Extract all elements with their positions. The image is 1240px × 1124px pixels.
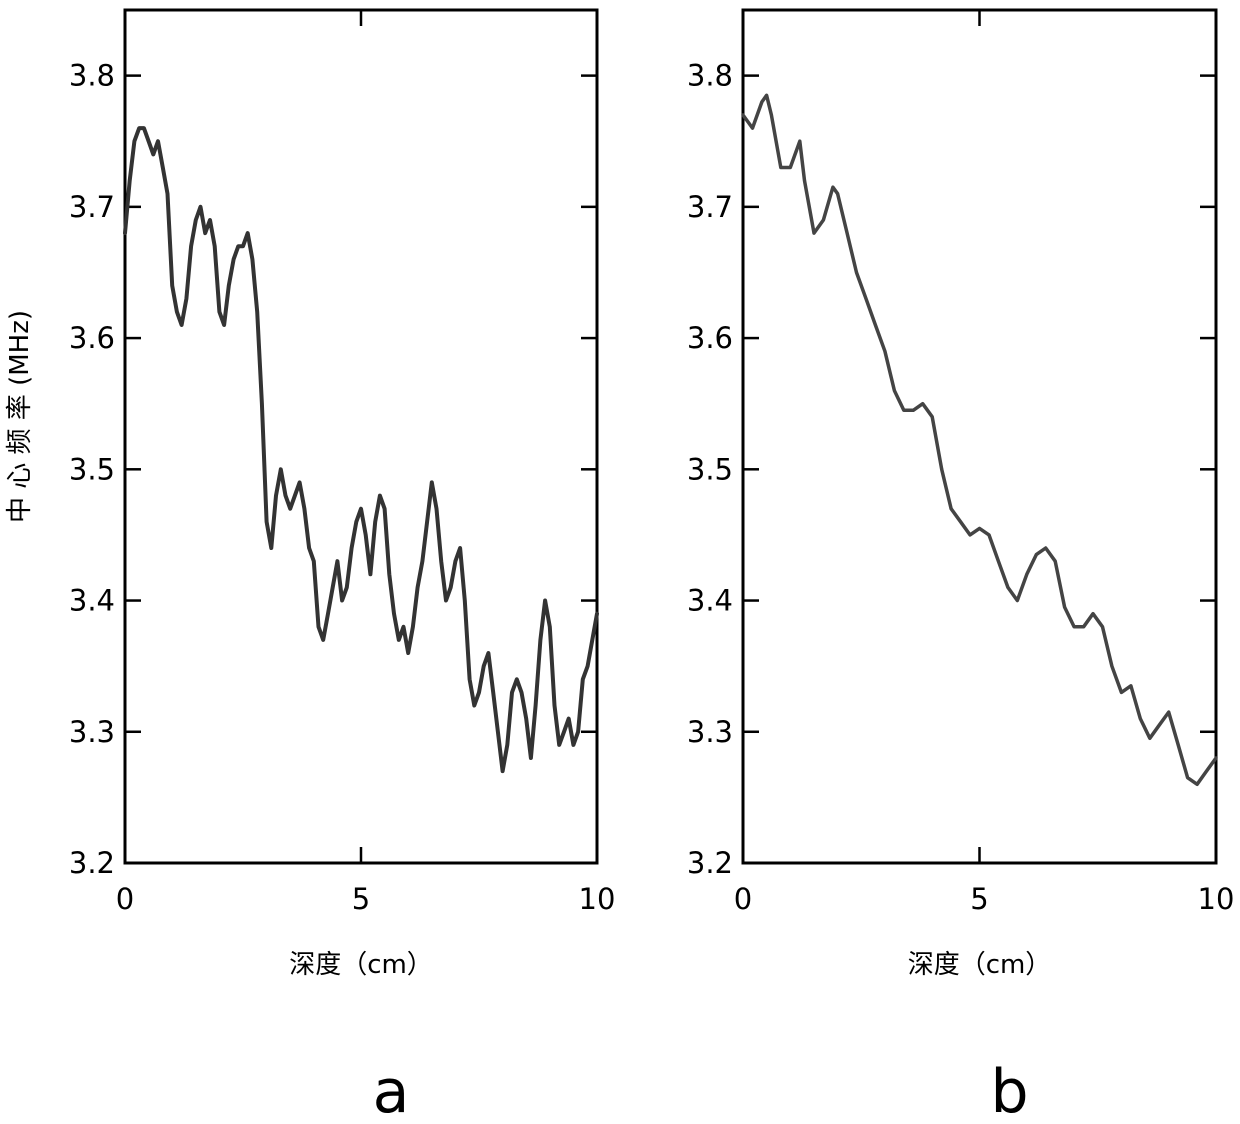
x-tick-label: 0 [116,882,134,916]
y-tick-label: 3.2 [687,846,733,880]
y-tick-label: 3.7 [687,190,733,224]
x-tick-label: 0 [734,882,752,916]
panel-label: a [373,1057,410,1124]
y-tick-label: 3.5 [69,452,115,486]
y-tick-label: 3.3 [69,715,115,749]
series-line [743,95,1216,784]
x-axis-label: 深度（cm） [908,950,1052,980]
y-tick-label: 3.5 [687,452,733,486]
y-tick-label: 3.6 [69,321,115,355]
y-tick-label: 3.3 [687,715,733,749]
plot-frame [743,10,1216,863]
chart-panel-a: 3.2 3.3 3.4 3.5 3.6 3.7 3.8 0 5 10 深度（cm） 中 心 频 率 (… [5,10,615,1124]
y-tick-label: 3.8 [69,59,115,93]
y-tick-label: 3.8 [687,59,733,93]
y-tick-label: 3.7 [69,190,115,224]
y-tick-label: 3.4 [687,584,733,618]
y-axis-label: 中 心 频 率 (MHz) [5,310,35,523]
x-tick-label: 5 [352,882,370,916]
y-tick-label: 3.4 [69,584,115,618]
chart-panel-b: 3.2 3.3 3.4 3.5 3.6 3.7 3.8 0 5 10 深度（cm） b [687,10,1235,1124]
series-line [125,128,597,771]
y-tick-label: 3.6 [687,321,733,355]
x-tick-label: 10 [1198,882,1235,916]
panel-label: b [990,1057,1028,1124]
x-axis-label: 深度（cm） [289,950,433,980]
y-tick-label: 3.2 [69,846,115,880]
x-tick-label: 5 [970,882,988,916]
x-tick-label: 10 [579,882,616,916]
